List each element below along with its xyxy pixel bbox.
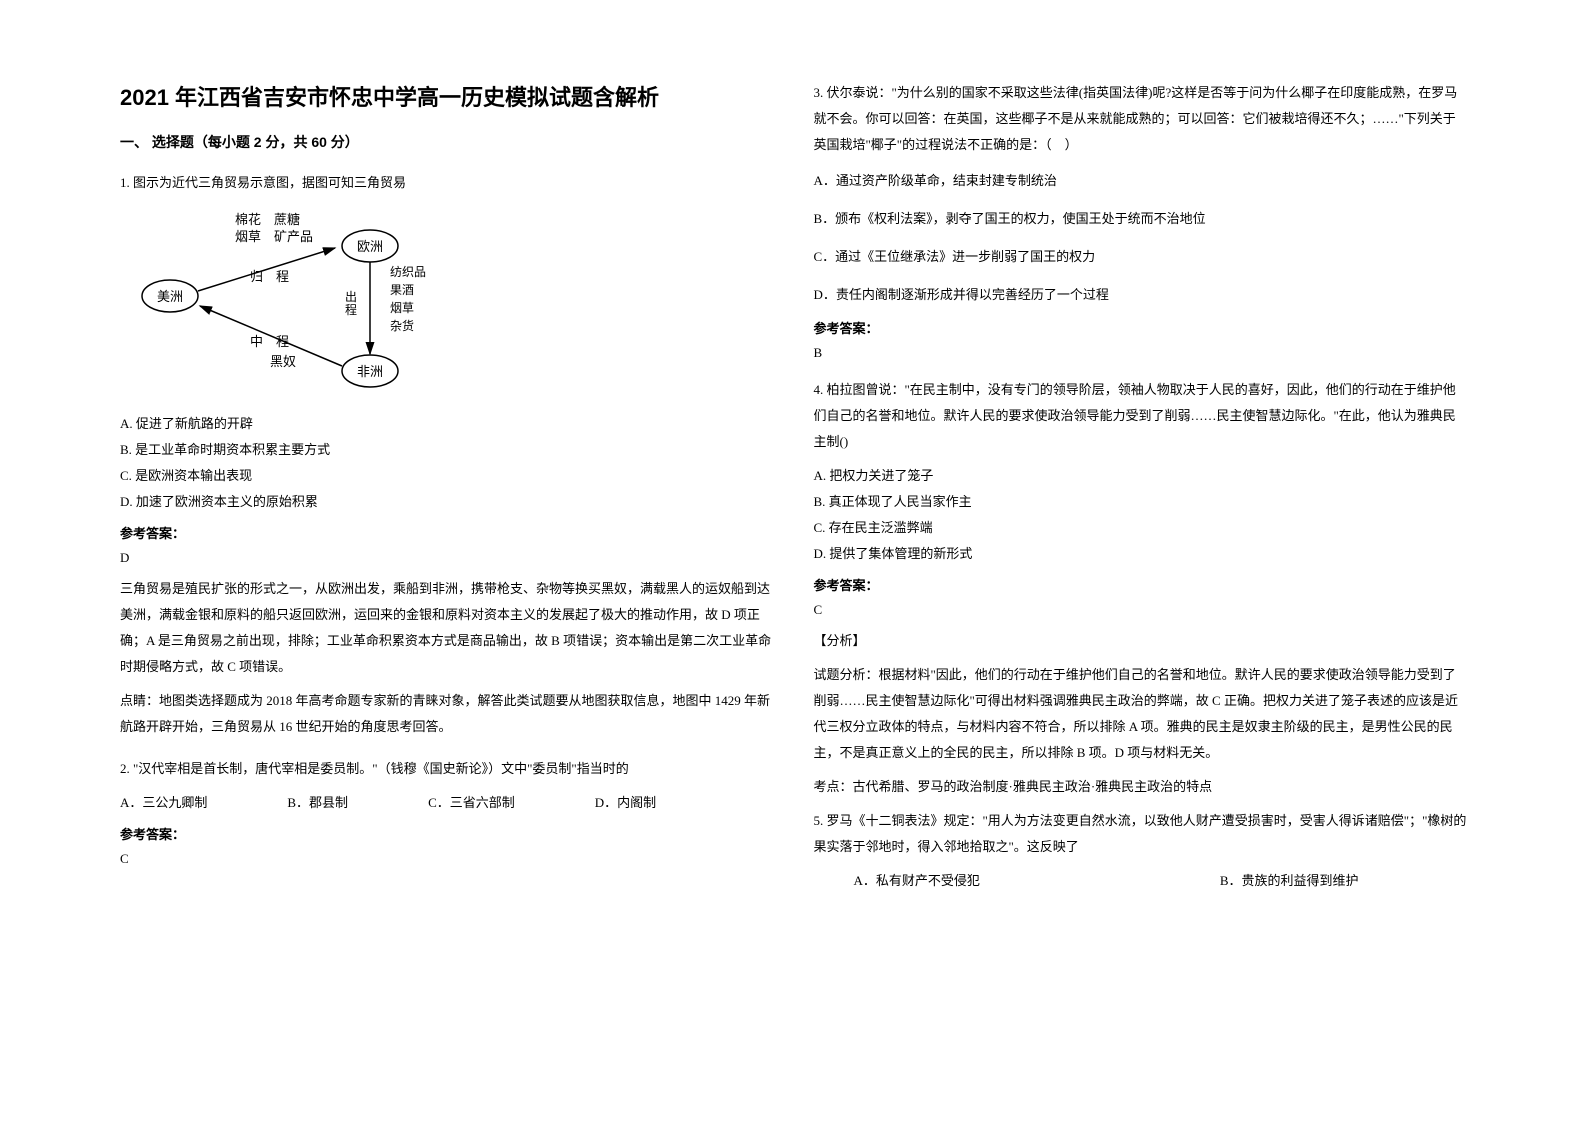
right-label-4: 杂货 [390,318,414,333]
q3-answer: B [814,345,1468,361]
q5-options: A．私有财产不受侵犯 B．贵族的利益得到维护 [814,868,1468,894]
q1-option-c: C. 是欧洲资本输出表现 [120,463,774,489]
q2-option-b: B．郡县制 [287,790,348,816]
q4-option-d: D. 提供了集体管理的新形式 [814,541,1468,567]
q1-option-b: B. 是工业革命时期资本积累主要方式 [120,437,774,463]
route-mid-label: 中 程 [250,334,289,349]
q3-stem: 3. 伏尔泰说："为什么别的国家不采取这些法律(指英国法律)呢?这样是否等于问为… [814,80,1468,158]
q4-stem: 4. 柏拉图曾说："在民主制中，没有专门的领导阶层，领袖人物取决于人民的喜好，因… [814,377,1468,455]
q2-option-c: C．三省六部制 [428,790,515,816]
q4-answer: C [814,602,1468,618]
q5-stem: 5. 罗马《十二铜表法》规定："用人为方法变更自然水流，以致他人财产遭受损害时，… [814,808,1468,860]
q4-option-c: C. 存在民主泛滥弊端 [814,515,1468,541]
q1-answer-label: 参考答案： [120,523,774,542]
q2-answer-label: 参考答案： [120,824,774,843]
q1-explanation: 三角贸易是殖民扩张的形式之一，从欧洲出发，乘船到非洲，携带枪支、杂物等换买黑奴，… [120,576,774,680]
q1-answer: D [120,550,774,566]
q2-option-a: A．三公九卿制 [120,790,207,816]
q2-stem: 2. "汉代宰相是首长制，唐代宰相是委员制。"（钱穆《国史新论》）文中"委员制"… [120,756,774,782]
q4-kaodian: 考点：古代希腊、罗马的政治制度·雅典民主政治·雅典民主政治的特点 [814,774,1468,800]
q4-answer-label: 参考答案： [814,575,1468,594]
section-header: 一、 选择题（每小题 2 分，共 60 分） [120,132,774,152]
page-title: 2021 年江西省吉安市怀忠中学高一历史模拟试题含解析 [120,80,774,112]
slave-label: 黑奴 [270,354,296,369]
q5-option-b: B．贵族的利益得到维护 [1220,868,1359,894]
right-label-3: 烟草 [390,301,414,315]
diagram-label-top-1: 棉花 蔗糖 [235,212,300,227]
q1-option-d: D. 加速了欧洲资本主义的原始积累 [120,489,774,515]
q2-options: A．三公九卿制 B．郡县制 C．三省六部制 D．内阁制 [120,790,774,816]
q3-options: A．通过资产阶级革命，结束封建专制统治 B．颁布《权利法案》，剥夺了国王的权力，… [814,168,1468,308]
europe-label: 欧洲 [357,239,383,254]
q4-explanation: 试题分析：根据材料"因此，他们的行动在于维护他们自己的名誉和地位。默许人民的要求… [814,662,1468,766]
america-label: 美洲 [157,289,183,304]
q4-analysis-label: 【分析】 [814,628,1468,654]
q1-diagram: 棉花 蔗糖 烟草 矿产品 欧洲 美洲 非洲 归 程 出 程 中 程 黑奴 纺织品… [120,206,774,396]
q1-stem: 1. 图示为近代三角贸易示意图，据图可知三角贸易 [120,170,774,196]
q5-option-a: A．私有财产不受侵犯 [854,868,980,894]
route-out-label-1: 出 [345,290,357,304]
right-column: 3. 伏尔泰说："为什么别的国家不采取这些法律(指英国法律)呢?这样是否等于问为… [794,80,1488,1082]
q3-option-d: D．责任内阁制逐渐形成并得以完善经历了一个过程 [814,282,1468,308]
q2-option-d: D．内阁制 [595,790,656,816]
left-column: 2021 年江西省吉安市怀忠中学高一历史模拟试题含解析 一、 选择题（每小题 2… [100,80,794,1082]
q4-option-b: B. 真正体现了人民当家作主 [814,489,1468,515]
q3-option-a: A．通过资产阶级革命，结束封建专制统治 [814,168,1468,194]
right-label-1: 纺织品 [390,265,426,279]
q3-answer-label: 参考答案： [814,318,1468,337]
q1-option-a: A. 促进了新航路的开辟 [120,411,774,437]
q2-answer: C [120,851,774,867]
right-label-2: 果酒 [390,283,414,297]
q3-option-b: B．颁布《权利法案》，剥夺了国王的权力，使国王处于统而不治地位 [814,206,1468,232]
q1-tip: 点睛：地图类选择题成为 2018 年高考命题专家新的青睐对象，解答此类试题要从地… [120,688,774,740]
route-back-label: 归 程 [250,269,289,284]
route-out-label-2: 程 [345,302,357,317]
q3-option-c: C．通过《王位继承法》进一步削弱了国王的权力 [814,244,1468,270]
diagram-label-top-2: 烟草 矿产品 [235,229,313,244]
q4-option-a: A. 把权力关进了笼子 [814,463,1468,489]
africa-label: 非洲 [357,364,383,379]
